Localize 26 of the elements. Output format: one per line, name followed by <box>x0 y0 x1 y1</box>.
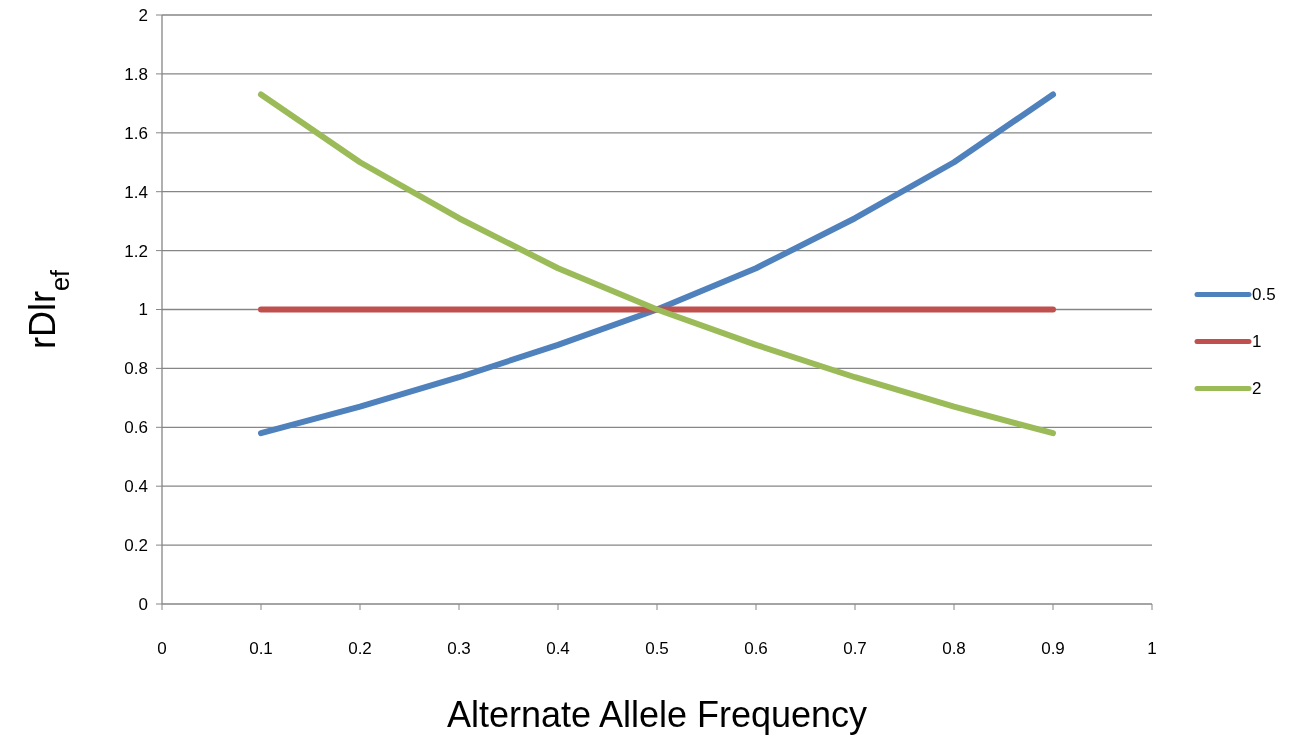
x-tick-label: 0.6 <box>744 639 768 658</box>
x-tick-label: 0 <box>157 639 167 658</box>
y-tick-label: 1.8 <box>124 64 148 84</box>
x-tick-label: 0.8 <box>942 639 966 658</box>
y-tick-label: 0 <box>138 594 148 614</box>
x-tick-label: 0.5 <box>645 639 669 658</box>
y-tick-label: 0.4 <box>124 477 148 497</box>
x-tick-label: 0.7 <box>843 639 867 658</box>
y-tick-label: 2 <box>138 5 148 25</box>
y-tick-label: 0.6 <box>124 418 148 438</box>
y-tick-label: 0.2 <box>124 536 148 556</box>
x-tick-label: 0.2 <box>348 639 372 658</box>
y-tick-label: 1 <box>138 300 148 320</box>
y-tick-label: 1.2 <box>124 241 148 261</box>
x-tick-label: 0.9 <box>1041 639 1065 658</box>
y-tick-label: 1.4 <box>124 182 148 202</box>
legend-label: 0.5 <box>1252 285 1276 305</box>
legend-label: 1 <box>1252 332 1262 352</box>
x-tick-label: 0.1 <box>249 639 273 658</box>
x-tick-label: 0.3 <box>447 639 471 658</box>
x-axis-title: Alternate Allele Frequency <box>446 694 868 735</box>
x-tick-label: 0.4 <box>546 639 570 658</box>
legend-label: 2 <box>1252 379 1262 399</box>
y-tick-label: 1.6 <box>124 123 148 143</box>
x-tick-label: 1 <box>1147 639 1157 658</box>
y-tick-label: 0.8 <box>124 359 148 379</box>
